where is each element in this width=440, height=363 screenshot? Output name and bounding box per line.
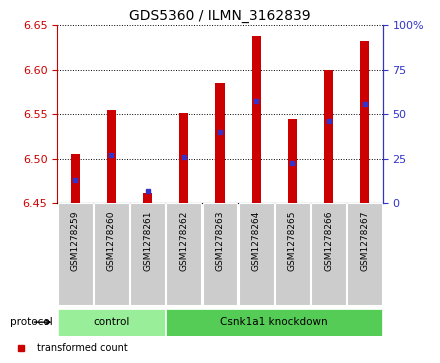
Text: transformed count: transformed count — [37, 343, 128, 352]
Text: GSM1278267: GSM1278267 — [360, 211, 369, 271]
Bar — [107, 110, 116, 203]
Text: control: control — [93, 317, 130, 327]
Text: GSM1278264: GSM1278264 — [252, 211, 260, 271]
Text: GSM1278260: GSM1278260 — [107, 211, 116, 271]
Bar — [252, 36, 260, 203]
Bar — [275, 203, 310, 305]
Bar — [347, 203, 382, 305]
Bar — [58, 309, 165, 336]
Bar — [311, 203, 346, 305]
Text: protocol: protocol — [10, 317, 53, 327]
Bar — [360, 41, 369, 203]
Text: GSM1278265: GSM1278265 — [288, 211, 297, 271]
Text: GSM1278259: GSM1278259 — [71, 211, 80, 271]
Bar — [203, 203, 237, 305]
Bar — [288, 119, 297, 203]
Text: GSM1278262: GSM1278262 — [180, 211, 188, 271]
Bar — [180, 113, 188, 203]
Bar — [216, 83, 224, 203]
Bar — [143, 193, 152, 203]
Bar — [239, 203, 274, 305]
Text: GSM1278261: GSM1278261 — [143, 211, 152, 271]
Bar — [130, 203, 165, 305]
Bar — [71, 154, 80, 203]
Bar — [166, 203, 201, 305]
Bar — [166, 309, 382, 336]
Title: GDS5360 / ILMN_3162839: GDS5360 / ILMN_3162839 — [129, 9, 311, 23]
Bar — [94, 203, 129, 305]
Bar — [58, 203, 93, 305]
Text: Csnk1a1 knockdown: Csnk1a1 knockdown — [220, 317, 328, 327]
Bar — [324, 70, 333, 203]
Text: GSM1278263: GSM1278263 — [216, 211, 224, 271]
Text: GSM1278266: GSM1278266 — [324, 211, 333, 271]
